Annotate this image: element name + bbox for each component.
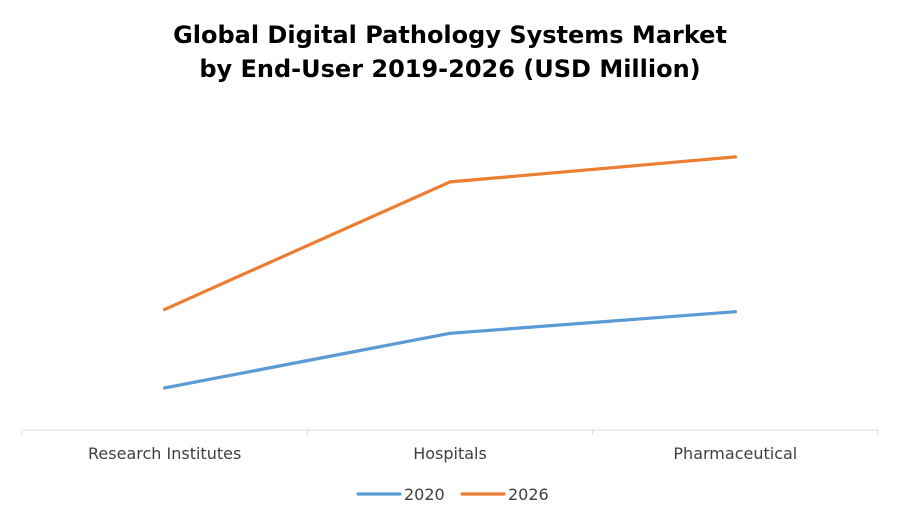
legend: 2020 2026	[356, 485, 549, 504]
legend-label-2026: 2026	[508, 485, 549, 504]
legend-label-2020: 2020	[404, 485, 445, 504]
x-axis: Research Institutes Hospitals Pharmaceutic…	[21, 429, 879, 463]
data-point-2026-0	[163, 307, 167, 311]
x-tick-label: Pharmaceutical	[673, 444, 797, 463]
data-point-2020-1	[448, 331, 452, 335]
x-tick-label: Research Institutes	[88, 444, 241, 463]
data-point-2026-1	[448, 180, 452, 184]
series-line-2026	[163, 155, 737, 311]
chart-title: Global Digital Pathology Systems Market …	[0, 18, 900, 86]
data-point-2026-2	[733, 155, 737, 159]
chart-title-line-1: Global Digital Pathology Systems Market	[173, 21, 727, 49]
data-point-2020-2	[733, 310, 737, 314]
data-point-2020-0	[163, 386, 167, 390]
series-layer	[163, 155, 737, 390]
series-line-2020	[163, 310, 737, 390]
chart-title-line-2: by End-User 2019-2026 (USD Million)	[199, 55, 701, 83]
x-tick-label: Hospitals	[413, 444, 487, 463]
